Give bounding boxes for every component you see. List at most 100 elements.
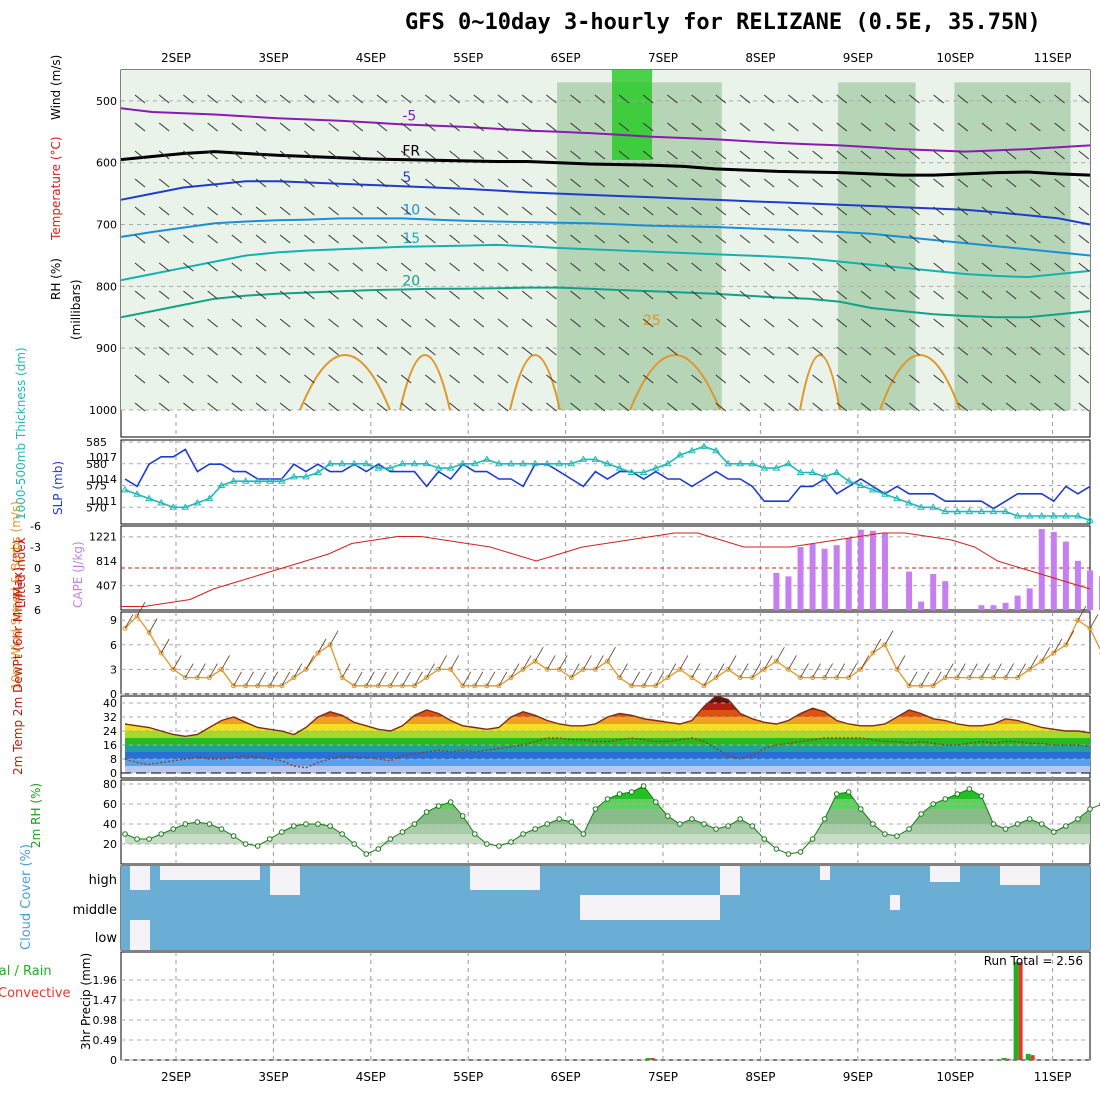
thickness-marker [760, 464, 769, 471]
wind-barb [207, 318, 218, 328]
thickness-marker [579, 455, 588, 462]
wind-speed-marker [834, 675, 840, 681]
rh-marker [749, 823, 756, 829]
day-label-bottom: 7SEP [648, 1070, 678, 1084]
rh-tick: 40 [103, 818, 117, 831]
rh-shade-high [612, 70, 652, 160]
rh-marker [279, 829, 285, 835]
cloud-level-label: high [89, 873, 117, 888]
wind-speed-marker [1015, 675, 1021, 681]
wind-barb [449, 178, 460, 188]
wind-barb-10m [570, 663, 580, 678]
thickness-marker [856, 481, 865, 489]
wind-barb [376, 402, 388, 412]
rh-marker [1063, 823, 1069, 829]
wind-barb-10m [305, 655, 315, 670]
rh-marker [1075, 816, 1081, 822]
day-label-bottom: 3SEP [258, 1070, 288, 1084]
rh-marker [954, 791, 961, 797]
cape-bar [1087, 570, 1093, 610]
wind-speed-marker [713, 675, 719, 681]
wind-barb [376, 290, 388, 300]
wind-barb [376, 262, 388, 272]
thickness-marker [712, 446, 720, 454]
temperature-contour-25 [799, 354, 841, 411]
thickness-marker [446, 464, 455, 471]
wind-barb [521, 402, 533, 412]
wind-barb [594, 206, 606, 216]
wind-barb [546, 374, 557, 384]
wind-barb [328, 262, 339, 272]
wind-barb [691, 94, 702, 104]
wind-barb [981, 150, 993, 160]
thickness-marker [482, 455, 491, 462]
thickness-marker [700, 442, 708, 449]
day-label-bottom: 8SEP [745, 1070, 775, 1084]
cape-bar [978, 605, 985, 610]
wind-barb-10m [329, 630, 339, 645]
wind-barb-10m [438, 655, 447, 670]
rh-marker [484, 841, 490, 847]
wind-barb-10m [558, 655, 568, 670]
wind-barb [352, 122, 364, 132]
wind-barb [642, 374, 654, 384]
rh-marker [966, 786, 973, 792]
temp-band [125, 738, 1090, 745]
wind-barb [957, 150, 969, 160]
legend-convective: Convective [0, 986, 71, 1001]
wind-barb [715, 290, 727, 300]
thickness-marker [1074, 512, 1082, 519]
wind-barb [618, 374, 630, 384]
wind-barb [376, 150, 388, 160]
axis-label-millibars: (millibars) [69, 279, 83, 340]
wind-barb [376, 94, 388, 104]
temperature-contour-25 [509, 354, 561, 411]
wind-barb [546, 94, 557, 104]
wind-barb [812, 150, 823, 160]
thickness-marker [193, 498, 202, 506]
wind-barb [933, 122, 944, 132]
wind-barb [860, 374, 872, 384]
wind-speed-marker [653, 683, 659, 689]
wind-barb [715, 374, 727, 384]
wind-barb [909, 262, 920, 272]
pressure-tick: 700 [96, 219, 117, 232]
wind-barb [884, 206, 896, 216]
wind-barb [1030, 94, 1041, 104]
wind-barb [667, 290, 678, 300]
day-label-bottom: 11SEP [1034, 1070, 1072, 1084]
wind-barb [812, 346, 823, 356]
wind-barb [618, 150, 630, 160]
wind-barb-10m [486, 671, 496, 686]
rh-marker [327, 823, 333, 829]
wind-barb [546, 234, 557, 244]
wind-barb [618, 318, 630, 328]
wind-barb-10m [800, 663, 809, 678]
wind-barb-10m [993, 663, 1002, 678]
wind-barb [812, 318, 823, 328]
wind-barb [933, 262, 944, 272]
cloud-level-label: low [95, 931, 118, 946]
wind-barb [909, 402, 920, 412]
wind-barb [231, 346, 243, 356]
wind-barb [473, 374, 485, 384]
cape-tick: 1221 [89, 531, 117, 544]
thickness-marker [410, 459, 419, 467]
wind-barb-10m [739, 663, 749, 678]
cape-bar [1026, 588, 1033, 610]
wind-speed-marker [484, 683, 490, 689]
wind-barb [1078, 346, 1090, 356]
wind-barb [884, 402, 896, 412]
thickness-line [124, 445, 1091, 522]
cloud-gap [130, 866, 150, 890]
wind-barb [1030, 178, 1041, 188]
wind-barb [1054, 374, 1065, 384]
temp-tick: 16 [103, 739, 117, 752]
wind-barb [255, 346, 267, 356]
wind-barb [328, 94, 339, 104]
wind-barb [594, 122, 606, 132]
wind-barb [570, 150, 581, 160]
wind-barb-10m [148, 618, 158, 633]
wind-barb [304, 234, 315, 244]
wind-barb [812, 178, 823, 188]
